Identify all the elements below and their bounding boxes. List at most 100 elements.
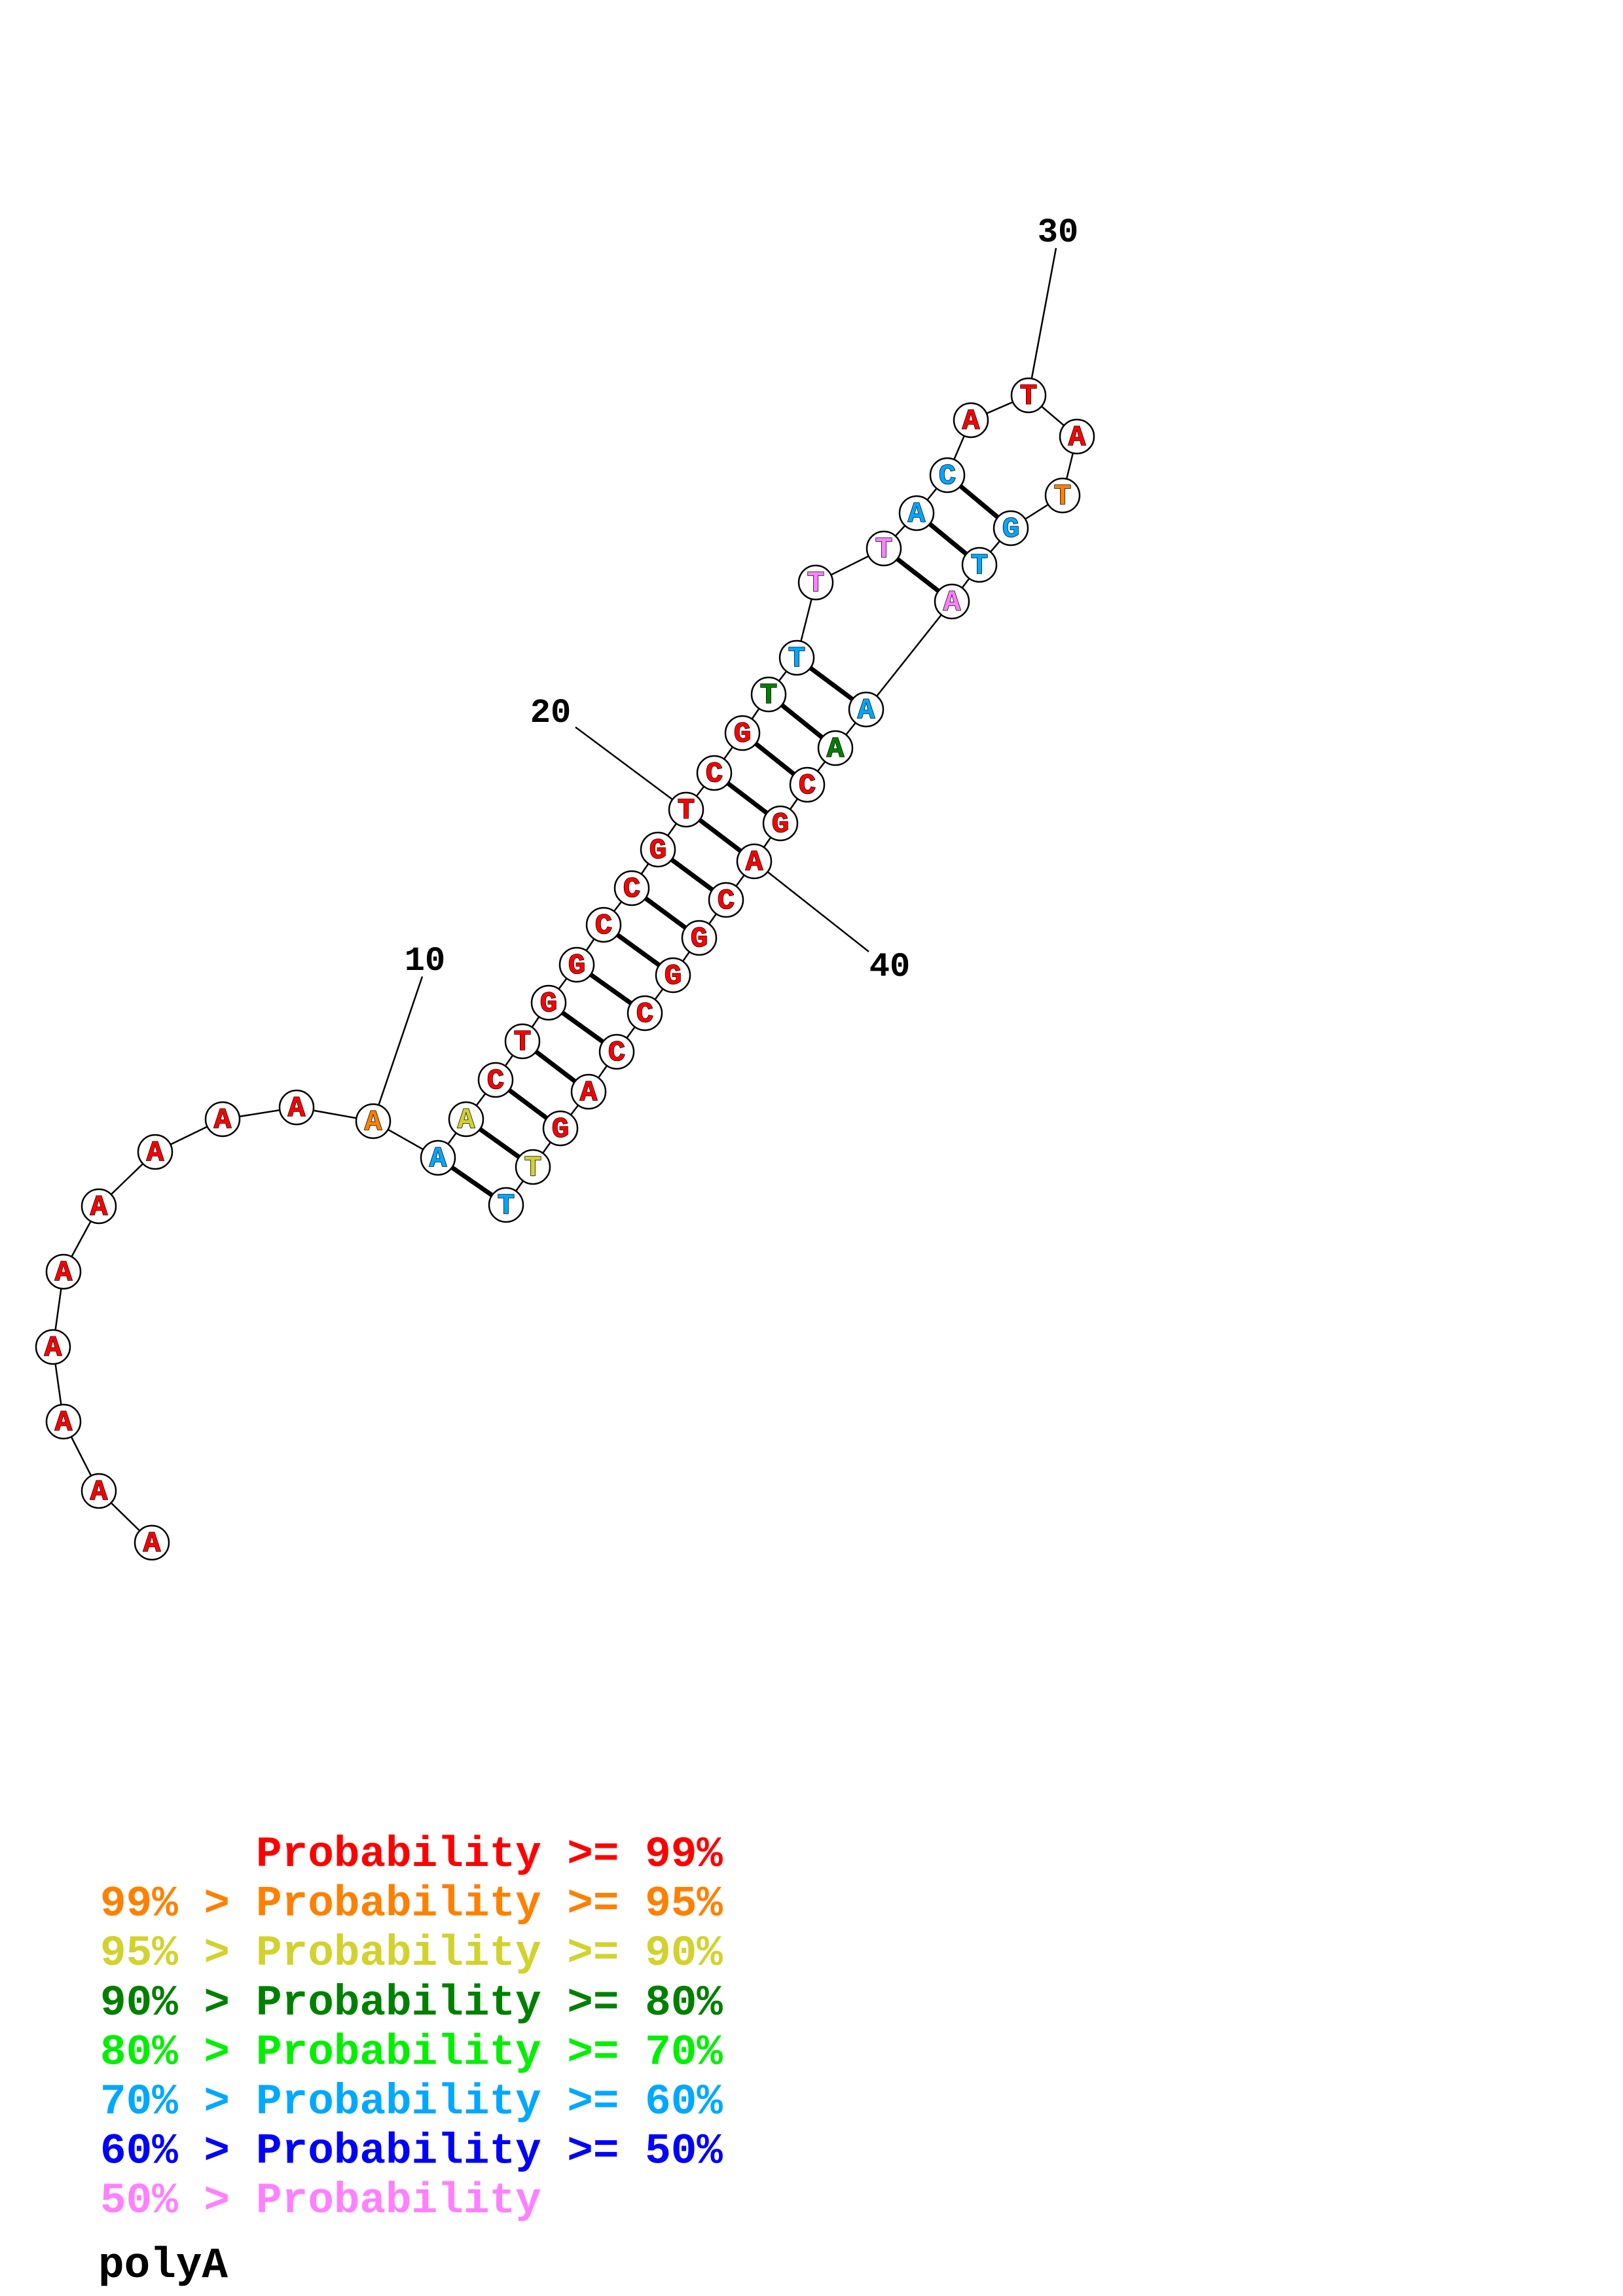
nucleotide-circle bbox=[961, 547, 998, 583]
position-label: 10 bbox=[405, 942, 445, 980]
nucleotide-39: G bbox=[762, 805, 799, 842]
legend-label: Probability bbox=[256, 2176, 541, 2225]
nucleotide-circle bbox=[515, 1149, 551, 1185]
nucleotide-circle bbox=[558, 946, 595, 983]
nucleotide-circle bbox=[993, 510, 1029, 547]
legend-prefix: 80% > bbox=[100, 2028, 230, 2077]
nucleotide-46: A bbox=[570, 1073, 607, 1110]
nucleotide-base: T bbox=[807, 567, 824, 600]
nucleotide-base: A bbox=[365, 1106, 382, 1139]
nucleotide-circle bbox=[866, 530, 902, 567]
nucleotide-base: C bbox=[487, 1065, 504, 1098]
nucleotide-circle bbox=[448, 1101, 484, 1138]
nucleotide-circle bbox=[696, 755, 733, 791]
probability-legend: Probability >= 99% 99% > Probability >= 95… bbox=[100, 1830, 723, 2225]
nucleotide-base: C bbox=[595, 910, 612, 942]
nucleotide-28: C bbox=[929, 457, 966, 493]
nucleotide-23: T bbox=[750, 676, 787, 713]
legend-entry: 60% > Probability >= 50% bbox=[100, 2127, 723, 2176]
legend-prefix: 90% > bbox=[100, 1979, 230, 2028]
nucleotide-base: T bbox=[678, 795, 695, 827]
nucleotide-20: T bbox=[668, 791, 704, 828]
nucleotide-base: A bbox=[1068, 422, 1086, 454]
nucleotide-base: A bbox=[55, 1407, 73, 1439]
nucleotide-circle bbox=[708, 882, 744, 918]
nucleotide-circle bbox=[613, 870, 650, 906]
nucleotide-circle bbox=[278, 1089, 315, 1126]
nucleotide-base: A bbox=[827, 733, 845, 766]
nucleotide-circle bbox=[750, 676, 787, 713]
nucleotide-circle bbox=[953, 402, 989, 439]
nucleotide-45: C bbox=[598, 1033, 635, 1070]
nucleotide-base: C bbox=[799, 770, 816, 802]
legend-label: Probability >= 90% bbox=[256, 1929, 723, 1978]
nucleotide-base: G bbox=[540, 988, 557, 1020]
nucleotide-13: C bbox=[477, 1062, 514, 1098]
nucleotide-base: C bbox=[939, 460, 956, 493]
position-label-tick bbox=[575, 726, 687, 811]
nucleotide-1: A bbox=[134, 1524, 170, 1561]
nucleotide-circle bbox=[778, 639, 815, 676]
legend-entry: 90% > Probability >= 80% bbox=[100, 1979, 723, 2028]
nucleotide-base: T bbox=[1054, 480, 1071, 513]
nucleotide-base: T bbox=[524, 1152, 541, 1185]
nucleotide-44: C bbox=[627, 995, 663, 1031]
nucleotide-base: G bbox=[568, 950, 585, 982]
nucleotide-3: A bbox=[45, 1403, 82, 1440]
nucleotide-31: A bbox=[1059, 418, 1095, 455]
position-label-tick bbox=[372, 976, 424, 1122]
nucleotide-circle bbox=[817, 730, 854, 766]
nucleotide-35: A bbox=[934, 583, 970, 620]
nucleotide-41: C bbox=[708, 882, 744, 918]
nucleotide-circle bbox=[655, 957, 691, 994]
nucleotide-circle bbox=[929, 457, 966, 493]
nucleotide-base: A bbox=[458, 1104, 475, 1137]
nucleotide-base: G bbox=[552, 1113, 569, 1146]
nucleotide-base: T bbox=[514, 1026, 531, 1059]
position-label: 20 bbox=[530, 694, 571, 732]
nucleotide-circle bbox=[627, 995, 663, 1031]
nucleotide-circle bbox=[542, 1110, 579, 1147]
nucleotide-circle bbox=[81, 1473, 117, 1509]
nucleotide-32: T bbox=[1044, 477, 1081, 514]
legend-entry: 70% > Probability >= 60% bbox=[100, 2077, 723, 2126]
nucleotide-base: A bbox=[962, 405, 980, 438]
legend-entry: 99% > Probability >= 95% bbox=[100, 1880, 723, 1929]
nucleotide-circle bbox=[1059, 418, 1095, 455]
position-label-ticks bbox=[372, 247, 1057, 1122]
legend-label: Probability >= 80% bbox=[256, 1979, 723, 2028]
nucleotide-base: C bbox=[706, 758, 723, 791]
nucleotide-base: T bbox=[1020, 380, 1037, 413]
legend-entry: 80% > Probability >= 70% bbox=[100, 2028, 723, 2077]
nucleotide-48: T bbox=[515, 1149, 551, 1185]
nucleotide-38: C bbox=[789, 766, 826, 803]
nucleotide-circle bbox=[681, 920, 718, 956]
nucleotide-base: C bbox=[636, 998, 653, 1031]
legend-entry: 50% > Probability bbox=[100, 2176, 541, 2225]
nucleotide-9: A bbox=[278, 1089, 315, 1126]
nucleotide-base: T bbox=[760, 679, 777, 712]
nucleotide-base: C bbox=[608, 1037, 625, 1069]
nucleotide-33: G bbox=[993, 510, 1029, 547]
legend-label: Probability >= 60% bbox=[256, 2077, 723, 2126]
legend-label: Probability >= 50% bbox=[256, 2127, 723, 2176]
nucleotide-circle bbox=[848, 691, 884, 728]
legend-entry: Probability >= 99% bbox=[256, 1830, 723, 1879]
nucleotide-base: G bbox=[734, 718, 751, 751]
nucleotide-17: C bbox=[585, 906, 622, 943]
legend-label: Probability >= 70% bbox=[256, 2028, 723, 2077]
nucleotide-circle bbox=[598, 1033, 635, 1070]
nucleotide-circle bbox=[789, 766, 826, 803]
nucleotide-base: A bbox=[580, 1077, 598, 1109]
nucleotide-8: A bbox=[204, 1101, 241, 1138]
nucleotide-circle bbox=[530, 984, 567, 1021]
sequence-name: polyA bbox=[98, 2241, 228, 2290]
nucleotide-4: A bbox=[35, 1329, 71, 1365]
nucleotide-25: T bbox=[797, 564, 834, 601]
nucleotide-40: A bbox=[736, 843, 773, 880]
nucleotide-base: A bbox=[90, 1191, 108, 1224]
legend-prefix: 99% > bbox=[100, 1880, 230, 1929]
